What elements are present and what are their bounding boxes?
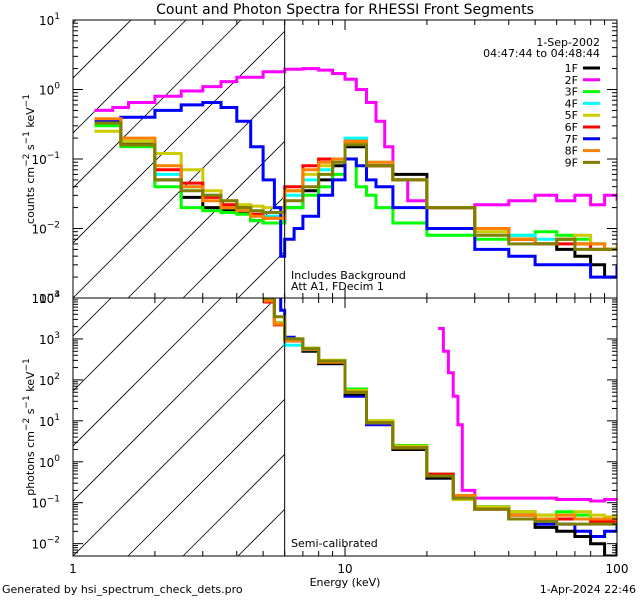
- y-tick-label-top: 10−2: [31, 221, 60, 237]
- footer-timestamp: 1-Apr-2024 22:46: [540, 583, 636, 596]
- hatch-line: [73, 20, 187, 134]
- hatch-line: [73, 20, 297, 244]
- y-tick-label-top: 10−1: [31, 151, 60, 167]
- legend-label-3F: 3F: [565, 86, 578, 99]
- annotation-attenuator: Att A1, FDecim 1: [291, 280, 384, 293]
- legend: 1-Sep-2002 04:47:44 to 04:48:44 1F2F3F4F…: [483, 36, 600, 169]
- y-tick-label-bottom: 102: [39, 372, 60, 388]
- y-tick-label-bottom: 100: [39, 454, 60, 470]
- legend-label-8F: 8F: [565, 145, 578, 158]
- y-tick-label-bottom: 10−2: [31, 536, 60, 552]
- top-series-group: [94, 67, 617, 279]
- hatch-line: [73, 20, 132, 79]
- y-axis-label-bottom: photons cm−2 s−1 keV−1: [22, 358, 37, 496]
- legend-label-5F: 5F: [565, 109, 578, 122]
- y-tick-label-top: 10−3: [31, 290, 60, 306]
- unshaded-region: [284, 298, 617, 556]
- footer-generated-by: Generated by hsi_spectrum_check_dets.pro: [2, 583, 243, 596]
- legend-label-4F: 4F: [565, 97, 578, 110]
- series-top-9F: [94, 121, 617, 251]
- legend-label-7F: 7F: [565, 133, 578, 146]
- hatch-line: [73, 298, 222, 447]
- annotation-background: Includes Background: [291, 269, 406, 282]
- annotation-semicalibrated: Semi-calibrated: [291, 537, 378, 550]
- series-bottom-9F: [263, 298, 617, 526]
- legend-label-2F: 2F: [565, 74, 578, 87]
- series-top-2F: [94, 67, 617, 210]
- hatch-line: [623, 298, 640, 556]
- y-axis-label-top: counts cm−2 s−1 keV−1: [22, 94, 37, 224]
- hatch-line: [0, 20, 21, 298]
- hatch-line: [0, 298, 1, 556]
- legend-time-range: 04:47:44 to 04:48:44: [483, 47, 600, 60]
- y-tick-label-bottom: 103: [39, 331, 60, 347]
- hatch-line: [73, 20, 242, 189]
- bottom-series-group: [263, 298, 617, 556]
- y-tick-label-bottom: 101: [39, 413, 60, 429]
- hatch-line: [623, 20, 640, 298]
- x-axis-label: Energy (keV): [310, 576, 381, 589]
- legend-label-1F: 1F: [565, 62, 578, 75]
- y-tick-label-top: 101: [39, 12, 60, 28]
- x-tick-label-1: 1: [69, 562, 77, 576]
- series-bottom-2F: [438, 327, 617, 503]
- chart-title: Count and Photon Spectra for RHESSI Fron…: [156, 2, 534, 18]
- legend-label-9F: 9F: [565, 156, 578, 169]
- y-tick-label-bottom: 104: [39, 290, 60, 306]
- y-tick-label-top: 100: [39, 82, 60, 98]
- hatch-line: [73, 298, 167, 392]
- hatch-line: [73, 298, 277, 502]
- legend-date: 1-Sep-2002: [536, 36, 600, 49]
- x-tick-label-100: 100: [606, 562, 629, 576]
- legend-label-6F: 6F: [565, 121, 578, 134]
- axes: [72, 19, 618, 557]
- series-top-7F: [94, 101, 617, 279]
- shaded-region-bottom: [0, 298, 640, 556]
- x-tick-label-10: 10: [337, 562, 352, 576]
- y-tick-label-bottom: 10−1: [31, 495, 60, 511]
